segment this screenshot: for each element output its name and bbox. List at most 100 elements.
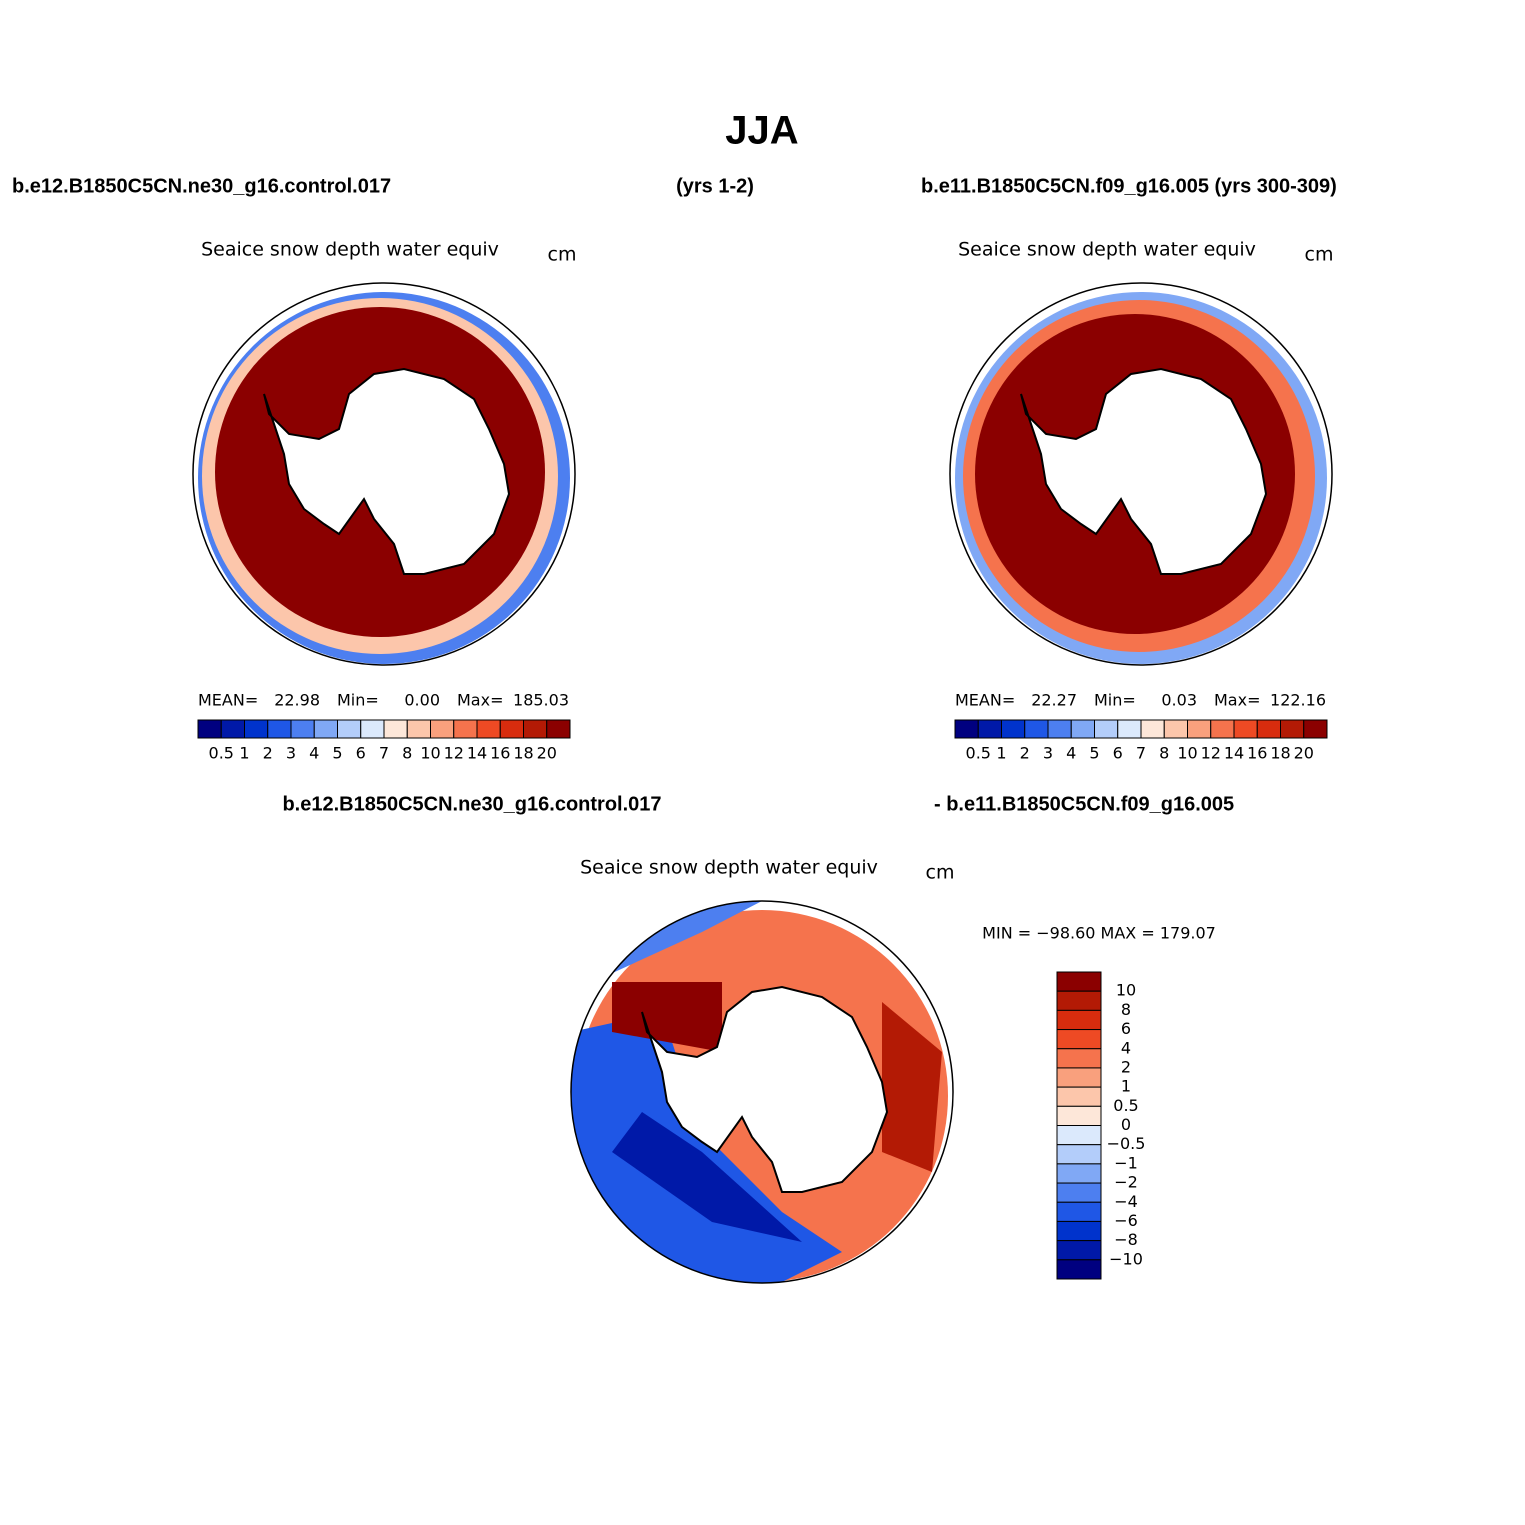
colorbar-box	[1140, 719, 1165, 739]
colorbar-label: 8	[402, 744, 412, 763]
colorbar-box	[1163, 719, 1188, 739]
colorbar-box	[1056, 1220, 1102, 1242]
header-middle: (yrs 1-2)	[676, 175, 754, 197]
colorbar-box	[476, 719, 501, 739]
colorbar-label: 14	[1224, 744, 1244, 763]
colorbar-label: −6	[1114, 1211, 1138, 1230]
difference-title: Seaice snow depth water equiv	[580, 857, 878, 879]
colorbar-label: −4	[1114, 1192, 1138, 1211]
colorbar-box	[1210, 719, 1235, 739]
colorbar-label: 0.5	[209, 744, 234, 763]
stat: Min=	[337, 691, 379, 710]
colorbar-box	[313, 719, 338, 739]
colorbar-label: −0.5	[1107, 1134, 1146, 1153]
colorbar-box	[1056, 1259, 1102, 1280]
colorbar-box	[1024, 719, 1049, 739]
map	[192, 282, 576, 666]
colorbar-label: 20	[537, 744, 557, 763]
colorbar-box	[290, 719, 315, 739]
colorbar-box	[453, 719, 478, 739]
colorbar-box	[499, 719, 524, 739]
colorbar-label: 2	[1020, 744, 1030, 763]
difference-units: cm	[926, 862, 955, 884]
colorbar-box	[1056, 1029, 1102, 1050]
colorbar-label: 10	[420, 744, 440, 763]
colorbar-box	[1056, 1163, 1102, 1184]
colorbar-box	[546, 719, 571, 739]
colorbar-label: 6	[356, 744, 366, 763]
colorbar-label: 5	[1089, 744, 1099, 763]
colorbar-box	[1056, 1201, 1102, 1222]
colorbar-box	[1056, 1067, 1102, 1088]
colorbar-box	[244, 719, 269, 739]
colorbar-label: 12	[444, 744, 464, 763]
header-left: b.e12.B1850C5CN.ne30_g16.control.017	[12, 175, 391, 197]
colorbar-box	[1280, 719, 1305, 739]
stat: Min=	[1094, 691, 1136, 710]
colorbar-box	[337, 719, 362, 739]
colorbar-label: −1	[1114, 1153, 1138, 1172]
colorbar-box	[197, 719, 222, 739]
difference-right: - b.e11.B1850C5CN.f09_g16.005	[934, 793, 1234, 815]
stat: 122.16	[1270, 691, 1326, 710]
colorbar-label: 1	[239, 744, 249, 763]
colorbar-box	[1056, 1086, 1102, 1107]
header-right: b.e11.B1850C5CN.f09_g16.005 (yrs 300-309…	[921, 175, 1337, 197]
colorbar-box	[1056, 1125, 1102, 1146]
stat: 0.03	[1161, 691, 1197, 710]
colorbar-label: 4	[1066, 744, 1076, 763]
colorbar-box	[1056, 1009, 1102, 1031]
colorbar-label: 0.5	[966, 744, 991, 763]
colorbar-box	[1001, 719, 1026, 739]
stat: MEAN=	[198, 691, 258, 710]
colorbar-box	[1056, 990, 1102, 1011]
colorbar-box	[1056, 971, 1102, 992]
colorbar-label: 8	[1159, 744, 1169, 763]
colorbar-box	[954, 719, 979, 739]
colorbar-label: 7	[1136, 744, 1146, 763]
colorbar-label: −8	[1114, 1230, 1138, 1249]
colorbar-label: 4	[309, 744, 319, 763]
colorbar-box	[1056, 1105, 1102, 1126]
colorbar-label: 6	[1121, 1019, 1131, 1038]
colorbar-label: 1	[1121, 1077, 1131, 1096]
colorbar-label: 6	[1113, 744, 1123, 763]
colorbar-box	[1187, 719, 1212, 739]
colorbar-label: 20	[1294, 744, 1314, 763]
colorbar-box	[360, 719, 385, 739]
map	[949, 282, 1333, 666]
colorbar-box	[1256, 719, 1281, 739]
stat: Max=	[457, 691, 503, 710]
colorbar-label: 3	[286, 744, 296, 763]
colorbar-label: 7	[379, 744, 389, 763]
colorbar-box	[523, 719, 548, 739]
colorbar-box	[1047, 719, 1072, 739]
colorbar-label: 18	[1270, 744, 1290, 763]
colorbar-box	[220, 719, 245, 739]
difference-left: b.e12.B1850C5CN.ne30_g16.control.017	[282, 793, 661, 815]
colorbar-label: 12	[1201, 744, 1221, 763]
colorbar-label: 4	[1121, 1038, 1131, 1057]
colorbar-label: 16	[1247, 744, 1267, 763]
difference-range: MIN = −98.60 MAX = 179.07	[982, 924, 1216, 943]
colorbar-box	[1056, 1048, 1102, 1069]
colorbar-label: 3	[1043, 744, 1053, 763]
colorbar-box	[1070, 719, 1095, 739]
stat: 0.00	[404, 691, 440, 710]
colorbar-label: 10	[1116, 981, 1136, 1000]
stat: 22.27	[1031, 691, 1077, 710]
colorbar-label: 14	[467, 744, 487, 763]
colorbar-label: 0.5	[1113, 1096, 1138, 1115]
colorbar-box	[1303, 719, 1328, 739]
colorbar-label: 0	[1121, 1115, 1131, 1134]
stat: 185.03	[513, 691, 569, 710]
panel-units: cm	[548, 244, 577, 266]
panel-units: cm	[1305, 244, 1334, 266]
colorbar-box	[1117, 719, 1142, 739]
colorbar-box	[430, 719, 455, 739]
stat: Max=	[1214, 691, 1260, 710]
colorbar-label: −2	[1114, 1173, 1138, 1192]
colorbar-box	[977, 719, 1002, 739]
colorbar-box	[1056, 1144, 1102, 1165]
colorbar-box	[1233, 719, 1258, 739]
